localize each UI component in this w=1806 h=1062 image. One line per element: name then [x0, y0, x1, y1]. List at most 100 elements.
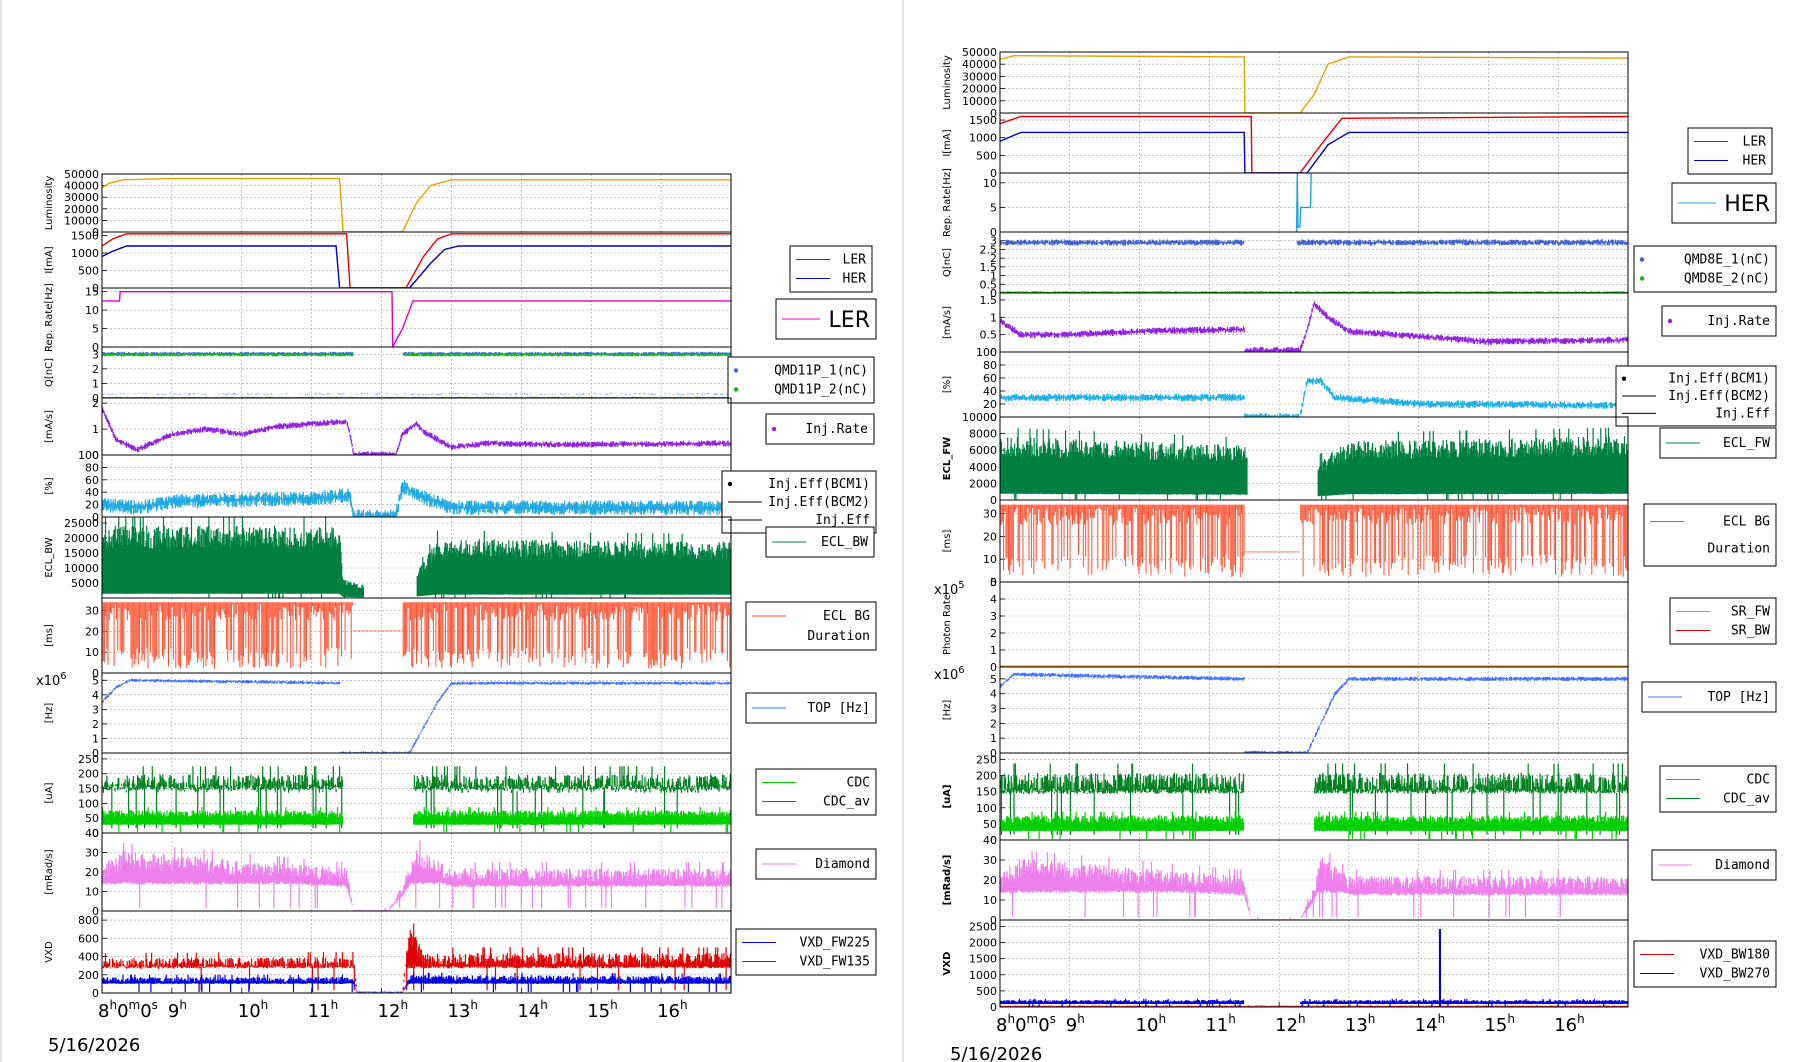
y-tick-label: 4: [990, 593, 997, 606]
legend-label: SR_BW: [1731, 624, 1770, 639]
panel-inj-series: [102, 407, 731, 455]
y-tick-label: 10000: [64, 562, 99, 575]
y-tick-label: 0: [990, 576, 997, 589]
y-tick-label: 0: [92, 747, 99, 760]
legend-box: [765, 526, 875, 558]
y-tick-label: 0: [990, 346, 997, 359]
y-tick-label: 50: [85, 812, 99, 825]
y-tick-label: 2500: [969, 920, 997, 933]
series-top-0: [1000, 672, 1628, 753]
y-tick-label: 0: [990, 226, 997, 239]
y-tick-label: 4000: [969, 461, 997, 474]
y-tick-label: 30000: [962, 70, 997, 83]
y-tick-label: 5: [990, 201, 997, 214]
x-tick-label: 13h: [447, 998, 478, 1022]
legend-top: TOP [Hz]: [745, 692, 877, 724]
legend-marker: [1639, 257, 1645, 262]
legend-label: Inj.Eff(BCM2): [768, 495, 870, 510]
y-tick-label: 1.5: [980, 261, 998, 274]
panel-eclfw-series: [1000, 427, 1628, 500]
y-tick-label: 1: [990, 732, 997, 745]
y-tick-label: 80: [983, 359, 997, 372]
y-axis-label: Luminosity: [44, 176, 55, 231]
y-tick-label: 20: [85, 625, 99, 638]
y-tick-label: 20: [983, 874, 997, 887]
y-tick-label: 3: [990, 610, 997, 623]
legend-box: [745, 601, 877, 651]
legend-label: HER: [843, 272, 867, 287]
y-tick-label: 50000: [64, 168, 99, 181]
legend-label: Inj.Eff: [1715, 406, 1770, 421]
y-tick-label: 40: [85, 827, 99, 840]
panel-top-series: [102, 678, 731, 753]
y-tick-label: 4: [92, 689, 99, 702]
y-tick-label: 1.5: [980, 294, 998, 307]
y-axis-label: [ms]: [44, 624, 55, 647]
panel-cur-series: [102, 233, 731, 288]
panel-vxd-series: [102, 923, 731, 993]
y-tick-label: 0: [92, 987, 99, 1000]
legend-label: CDC_av: [1723, 792, 1770, 807]
y-tick-label: 0: [990, 494, 997, 507]
series-dia-0: [102, 840, 731, 911]
y-tick-label: 20: [85, 866, 99, 879]
y-axis-label: Rep. Rate[Hz]: [942, 168, 953, 237]
y-tick-label: 0.5: [980, 278, 998, 291]
y-tick-label: 10000: [962, 411, 997, 424]
y-tick-label: 10: [983, 553, 997, 566]
legend-inj: Inj.Rate: [1661, 305, 1777, 337]
series-q-0: [102, 351, 731, 356]
x-tick-label: 15h: [1484, 1012, 1515, 1036]
y-tick-label: 40000: [64, 180, 99, 193]
legend-box: [1687, 127, 1773, 175]
y-tick-label: 1500: [969, 114, 997, 127]
legend-cdc: CDC CDC_av: [1659, 765, 1777, 813]
series-rep-0: [102, 291, 731, 347]
legend-label: Duration: [1707, 542, 1770, 557]
y-tick-label: 2000: [969, 477, 997, 490]
y-tick-label: 10000: [962, 95, 997, 108]
panel-frame: [999, 172, 1629, 233]
legend-eclfw: ECL_FW: [1659, 427, 1777, 459]
y-tick-label: 1: [92, 732, 99, 745]
panel-dia: 0 10 20 30 40 [mRad/s] Diamond: [44, 827, 877, 918]
legend-box: [1661, 305, 1777, 337]
y-tick-label: 3: [92, 348, 99, 361]
y-tick-label: 20: [983, 398, 997, 411]
panel-rep-series: [102, 291, 731, 347]
legend-label: HER: [1724, 192, 1770, 217]
y-tick-label: 0: [92, 827, 99, 840]
series-ecldur-0: [102, 602, 731, 669]
y-tick-label: 2: [92, 718, 99, 731]
y-tick-label: 0: [92, 226, 99, 239]
x-tick-label: 11h: [1205, 1012, 1236, 1036]
panel-frame: [999, 51, 1629, 114]
legend-q: QMD11P_1(nC) QMD11P_2(nC): [727, 356, 875, 404]
y-tick-label: 10: [85, 304, 99, 317]
y-tick-label: 200: [78, 969, 99, 982]
y-tick-label: 0: [990, 107, 997, 120]
y-tick-label: 0: [990, 661, 997, 674]
panel-q: 00.511.522.53 Q[nC] QMD8E_1(nC) QMD8E_2(nC): [942, 231, 1777, 300]
panel-cur: 0 500 1000 1500 I[mA] LER HER: [44, 230, 873, 295]
panel-frame: [999, 351, 1629, 418]
y-tick-label: 60: [85, 474, 99, 487]
y-tick-label: 15000: [64, 547, 99, 560]
panel-dia-series: [1000, 851, 1628, 920]
series-lum-0: [1000, 54, 1628, 113]
legend-label: QMD8E_1(nC): [1684, 253, 1770, 268]
legend-label: Inj.Eff(BCM1): [768, 477, 870, 492]
legend-label: Inj.Eff(BCM1): [1668, 372, 1770, 387]
panel-frame: [999, 666, 1629, 754]
legend-label: Inj.Eff: [815, 513, 870, 528]
panel-rep: 0 5 10 15 Rep. Rate[Hz] LER: [44, 283, 877, 354]
legend-photon: SR_FW SR_BW: [1669, 597, 1777, 645]
y-axis-label: [Hz]: [44, 703, 55, 724]
legend-label: CDC_av: [823, 795, 870, 810]
y-tick-label: 0: [990, 411, 997, 424]
